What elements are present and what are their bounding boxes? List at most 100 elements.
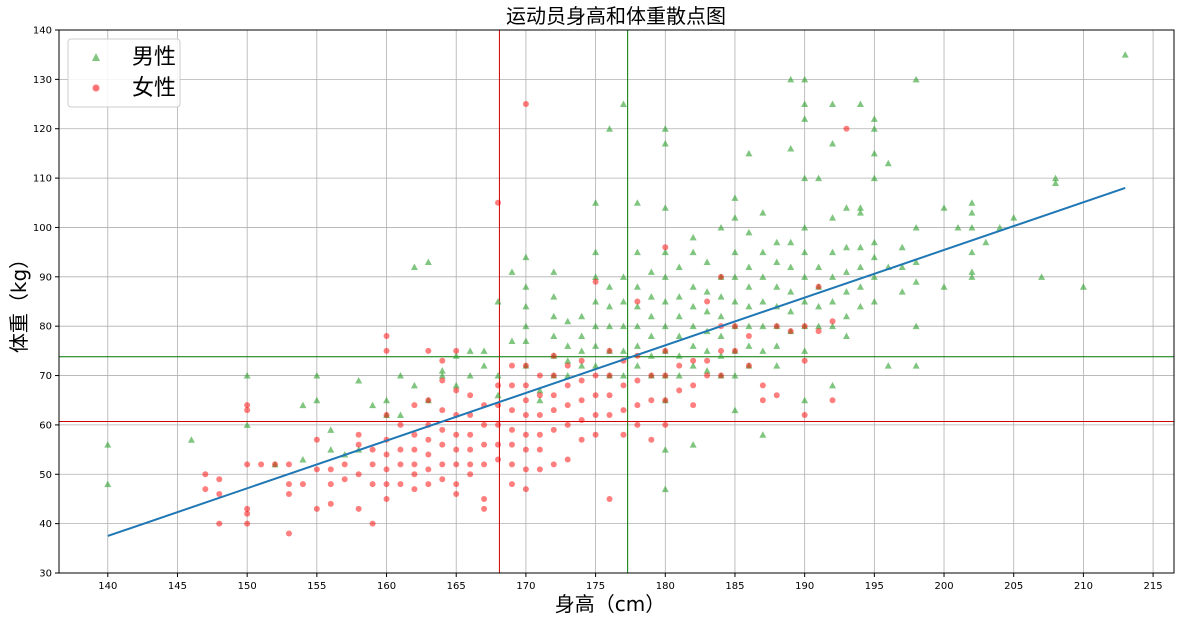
female-point (508, 426, 515, 433)
female-point (606, 372, 613, 379)
male-point (661, 446, 669, 453)
male-point (842, 332, 850, 340)
female-point (801, 357, 808, 364)
male-point (996, 223, 1004, 231)
x-tick-label: 155 (307, 581, 326, 592)
male-point (759, 322, 767, 330)
male-point (522, 302, 530, 310)
female-point (815, 283, 822, 290)
female-point (439, 426, 446, 433)
female-point (439, 476, 446, 483)
female-point (355, 471, 362, 478)
mean-lines (59, 30, 1174, 573)
male-point (383, 396, 391, 404)
female-point (216, 520, 223, 527)
male-point (787, 75, 795, 83)
female-point (467, 392, 474, 399)
female-point (550, 392, 557, 399)
female-point (522, 382, 529, 389)
legend-male-marker (92, 53, 100, 61)
x-tick-label: 190 (795, 581, 814, 592)
female-point (690, 382, 697, 389)
female-point (592, 278, 599, 285)
female-point (411, 446, 418, 453)
male-point (564, 357, 572, 364)
male-point (703, 367, 711, 374)
male-point (1038, 273, 1046, 280)
male-point (480, 347, 488, 354)
female-point (690, 402, 697, 409)
x-tick-label: 210 (1074, 581, 1093, 592)
female-point (522, 486, 529, 493)
female-point (801, 412, 808, 419)
male-point (689, 441, 697, 448)
male-point (912, 362, 920, 369)
male-point (745, 263, 753, 270)
male-point (940, 204, 948, 211)
plot-frame (58, 29, 1175, 574)
male-point (592, 248, 600, 256)
female-point (522, 412, 529, 419)
male-point (745, 322, 753, 330)
male-point (870, 253, 878, 261)
male-point (578, 332, 586, 340)
male-point (689, 248, 697, 256)
female-point (383, 481, 390, 488)
female-point (718, 273, 725, 280)
x-tick-label: 170 (516, 581, 535, 592)
male-point (1010, 214, 1018, 221)
female-point (453, 347, 460, 354)
male-point (801, 298, 809, 305)
male-point (647, 268, 655, 275)
female-point (536, 431, 543, 438)
male-point (773, 238, 781, 246)
male-point (703, 347, 711, 354)
female-point (341, 476, 348, 483)
female-point (453, 481, 460, 488)
x-axis-label: 身高（cm） (555, 592, 665, 616)
male-point (829, 273, 837, 280)
female-point (829, 397, 836, 404)
female-point (634, 421, 641, 428)
female-points (202, 101, 850, 537)
female-point (718, 347, 725, 354)
male-point (689, 233, 697, 241)
male-point (745, 342, 753, 349)
male-point (313, 372, 321, 379)
male-point (703, 258, 711, 266)
female-point (467, 471, 474, 478)
female-point (495, 199, 502, 206)
male-point (243, 372, 251, 379)
male-point (675, 312, 683, 320)
female-point (439, 377, 446, 384)
male-point (661, 204, 669, 211)
male-point (745, 149, 753, 157)
male-point (856, 209, 864, 216)
female-point (508, 441, 515, 448)
female-point (522, 446, 529, 453)
female-point (411, 471, 418, 478)
legend-male-label: 男性 (132, 45, 176, 70)
male-point (606, 302, 614, 310)
female-point (369, 461, 376, 468)
female-point (550, 461, 557, 468)
male-point (773, 283, 781, 290)
male-point (675, 263, 683, 270)
female-point (731, 323, 738, 330)
legend: 男性 女性 (67, 38, 181, 108)
male-point (870, 125, 878, 132)
female-point (453, 431, 460, 438)
y-tick-label: 60 (39, 420, 52, 431)
x-tick-label: 180 (656, 581, 675, 592)
male-point (104, 441, 112, 448)
male-point (243, 421, 251, 428)
male-point (633, 248, 641, 256)
x-tick-label: 200 (934, 581, 953, 592)
male-point (968, 209, 976, 216)
female-point (704, 372, 711, 379)
male-point (731, 372, 739, 379)
male-point (675, 332, 683, 340)
male-points (104, 51, 1129, 493)
female-point (592, 372, 599, 379)
male-point (717, 312, 725, 320)
